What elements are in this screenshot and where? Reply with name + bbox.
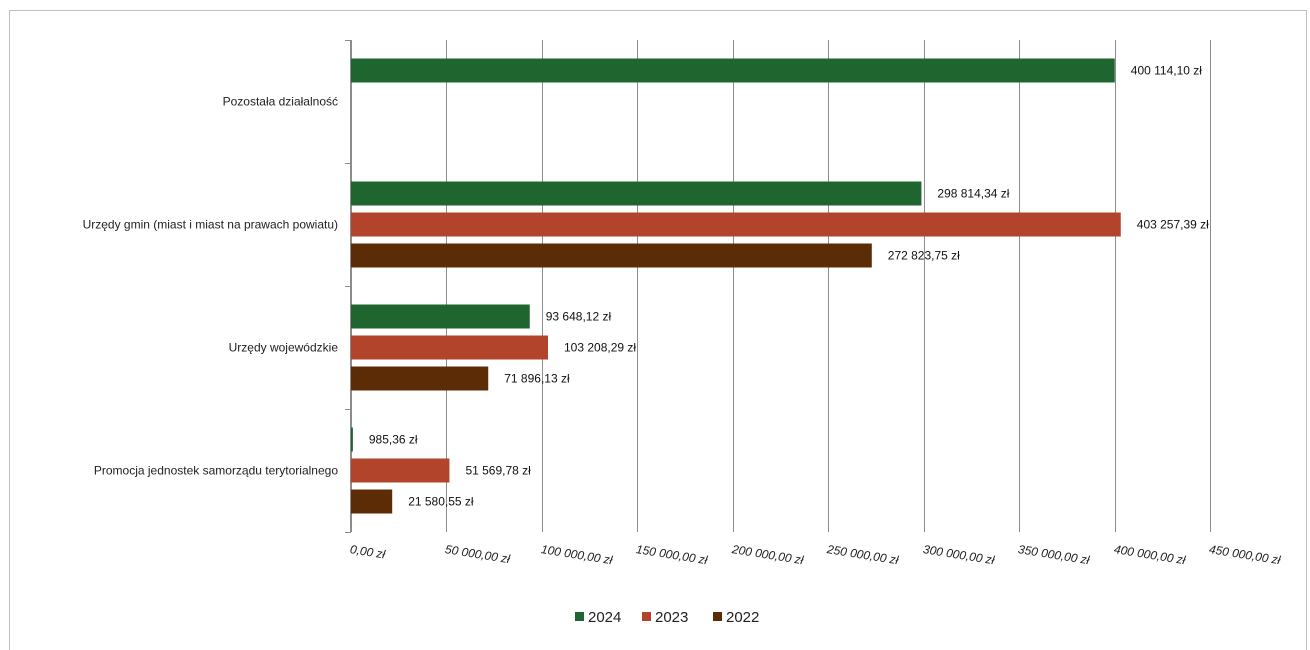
value-label: 51 569,78 zł	[465, 464, 531, 478]
value-label: 985,36 zł	[369, 433, 418, 447]
bar-2024	[351, 427, 353, 452]
chart-frame	[9, 10, 1307, 650]
label-layer: Promocja jednostek samorządu terytorialn…	[83, 64, 1210, 509]
bar-2022	[351, 489, 393, 514]
bar-2023	[351, 458, 450, 483]
legend-label-2023: 2023	[655, 609, 688, 626]
legend-label-2024: 2024	[588, 609, 621, 626]
x-tick-label: 50 000,00 zł	[444, 542, 511, 566]
legend-label-2022: 2022	[726, 609, 759, 626]
bar-2024	[351, 181, 922, 206]
value-label: 71 896,13 zł	[504, 372, 570, 386]
x-tick-label: 400 000,00 zł	[1113, 542, 1187, 567]
bar-2023	[351, 335, 549, 360]
legend-swatch-2023	[642, 612, 651, 621]
value-label: 298 814,34 zł	[937, 187, 1009, 201]
value-label: 400 114,10 zł	[1131, 64, 1203, 78]
category-label: Pozostała działalność	[223, 95, 338, 109]
bar-2023	[351, 212, 1121, 237]
x-tick-label: 150 000,00 zł	[635, 542, 709, 567]
value-label: 21 580,55 zł	[408, 495, 474, 509]
x-tick-label: 300 000,00 zł	[922, 542, 996, 567]
bar-2024	[351, 304, 530, 329]
legend-swatch-2022	[713, 612, 722, 621]
x-tick-label: 100 000,00 zł	[540, 542, 614, 567]
bar-2022	[351, 366, 489, 391]
x-tick-label: 200 000,00 zł	[730, 542, 805, 567]
x-tick-label: 250 000,00 zł	[825, 542, 900, 567]
x-tick-label: 450 000,00 zł	[1208, 542, 1282, 567]
value-label: 93 648,12 zł	[546, 310, 612, 324]
bar-2024	[351, 58, 1115, 83]
legend-swatch-2024	[575, 612, 584, 621]
value-label: 103 208,29 zł	[564, 341, 636, 355]
legend: 2024 2023 2022	[575, 609, 759, 626]
bar-2022	[351, 243, 872, 268]
grid-layer	[351, 40, 1211, 532]
axis-layer: 0,00 zł 50 000,00 zł 100 000,00 zł 150 000,…	[345, 40, 1282, 567]
category-label: Urzędy gmin (miast i miast na prawach po…	[83, 218, 338, 232]
bar-layer	[351, 58, 1121, 514]
category-label: Promocja jednostek samorządu terytorialn…	[94, 464, 338, 478]
value-label: 272 823,75 zł	[888, 249, 960, 263]
value-label: 403 257,39 zł	[1137, 218, 1209, 232]
category-label: Urzędy wojewódzkie	[229, 341, 339, 355]
x-tick-label: 0,00 zł	[349, 542, 386, 561]
x-tick-label: 350 000,00 zł	[1017, 542, 1091, 567]
